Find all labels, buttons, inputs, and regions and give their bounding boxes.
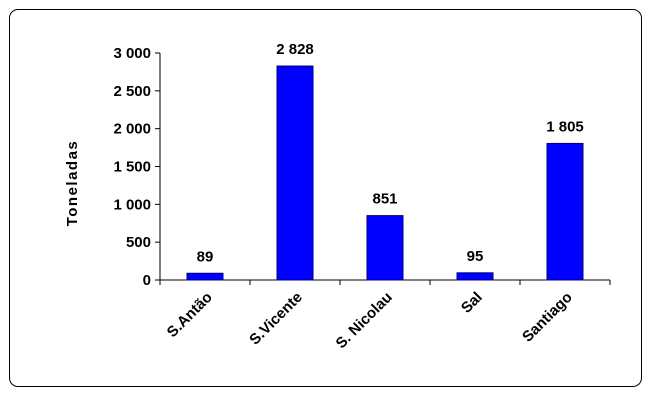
y-tick-label: 2 000	[113, 121, 151, 138]
data-label: 2 828	[276, 41, 314, 58]
chart-frame	[9, 9, 642, 387]
y-tick-label: 500	[126, 234, 151, 251]
data-label: 89	[197, 248, 214, 265]
bar	[546, 142, 584, 281]
x-tick-label: Santiago	[519, 289, 576, 346]
data-label: 1 805	[546, 118, 584, 135]
bar	[186, 272, 224, 281]
bar	[456, 272, 494, 281]
data-label: 95	[467, 248, 484, 265]
x-tick-label: S.Vicente	[246, 289, 306, 349]
y-tick-label: 1 500	[113, 159, 151, 176]
y-tick-label: 2 500	[113, 83, 151, 100]
x-tick-label: Sal	[458, 289, 486, 317]
plot-area: 0 500 1 000 1 500 2 000 2 500 3 000 89 S.Antão 2 …	[113, 41, 611, 352]
y-axis-label: Toneladas	[64, 140, 81, 227]
y-tick-label: 1 000	[113, 196, 151, 213]
bar	[366, 215, 404, 281]
bar	[276, 65, 314, 281]
y-tick-label: 3 000	[113, 45, 151, 62]
x-tick-label: S.Antão	[164, 289, 216, 341]
y-tick-label: 0	[143, 272, 151, 289]
data-label: 851	[372, 191, 397, 208]
x-tick-label: S. Nicolau	[333, 289, 396, 352]
